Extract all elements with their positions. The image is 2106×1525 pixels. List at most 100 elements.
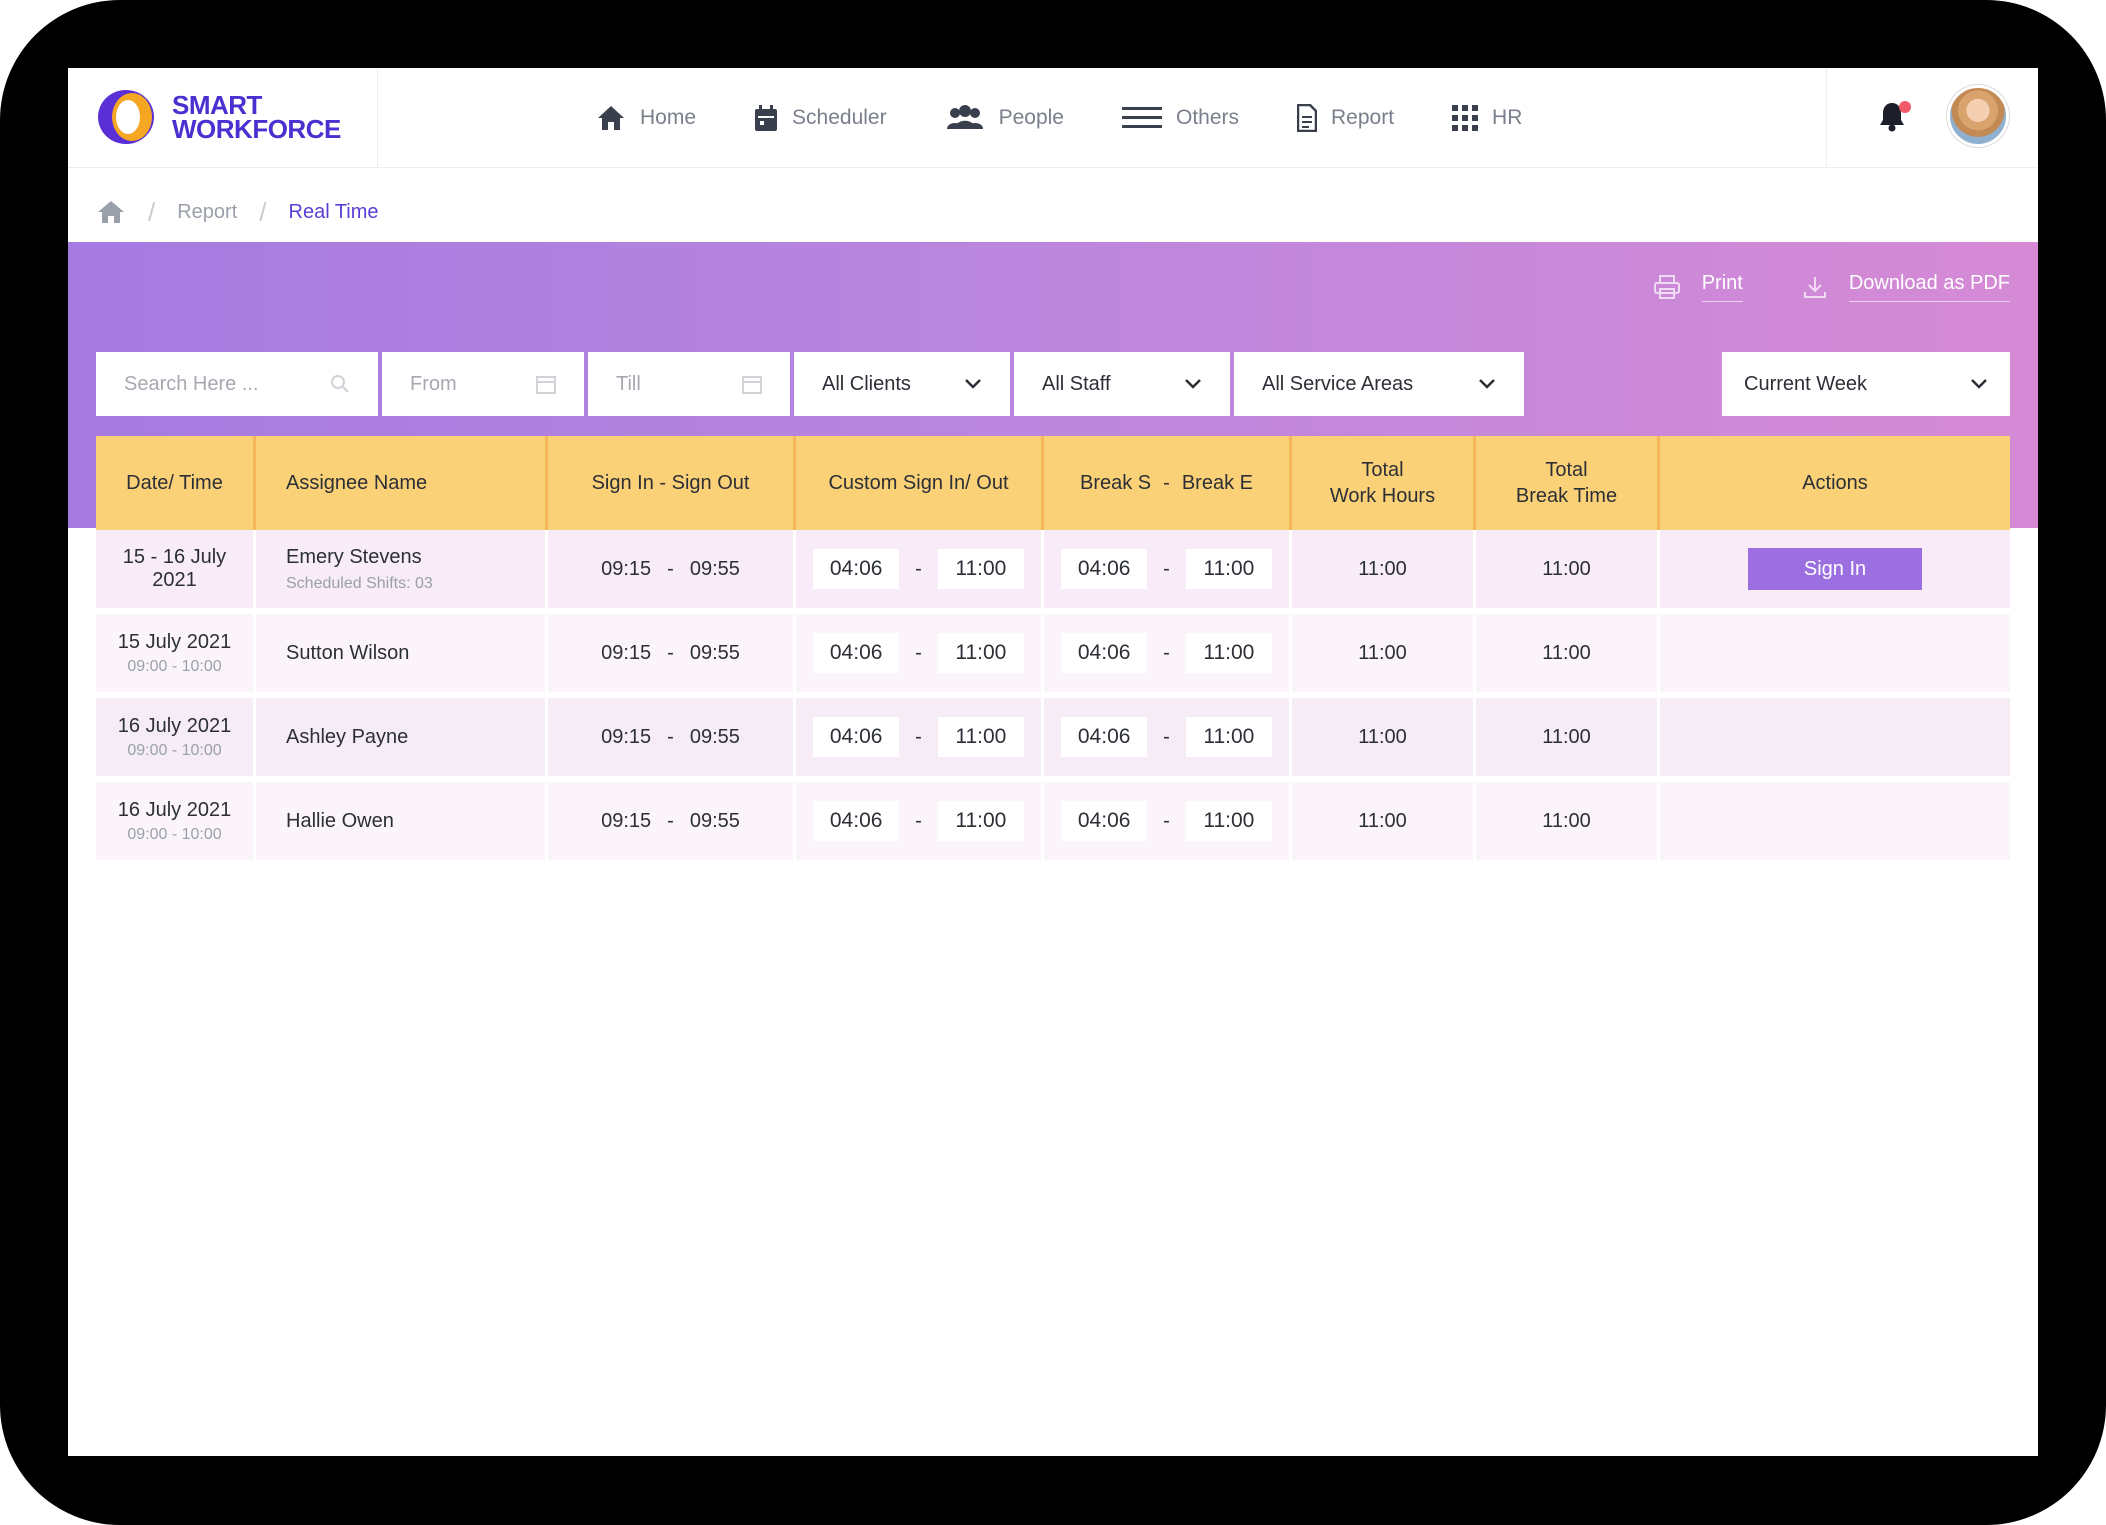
break-start-input[interactable]: 04:06	[1061, 549, 1148, 589]
cell-date: 15 - 16 July 2021	[96, 530, 256, 608]
clients-select[interactable]: All Clients	[794, 352, 1010, 416]
break-end-input[interactable]: 11:00	[1185, 549, 1272, 589]
brand-logo-icon	[98, 90, 154, 144]
cell-custom: 04:06 - 11:00	[796, 698, 1044, 776]
cell-date: 15 July 2021 09:00 - 10:00	[96, 614, 256, 692]
chevron-down-icon	[1185, 379, 1201, 389]
table-header: Date/ Time Assignee Name Sign In - Sign …	[96, 436, 2010, 530]
people-icon	[946, 105, 983, 129]
nav-label: Others	[1175, 106, 1240, 129]
cell-assignee: Ashley Payne	[256, 698, 548, 776]
col-break-time: Total Break Time	[1476, 436, 1660, 530]
break-start-input[interactable]: 04:06	[1061, 717, 1148, 757]
till-placeholder: Till	[616, 372, 641, 395]
cell-sign: 09:15 - 09:55	[548, 698, 796, 776]
brand-name[interactable]: SMART WORKFORCE	[172, 92, 341, 142]
col-actions-label: Actions	[1802, 472, 1868, 494]
date-line2: 09:00 - 10:00	[127, 657, 222, 675]
print-button[interactable]: Print	[1653, 272, 1743, 302]
custom-sign-in-input[interactable]: 04:06	[813, 549, 900, 589]
cell-break: 04:06 - 11:00	[1044, 614, 1292, 692]
col-work-line1: Total	[1361, 459, 1404, 481]
col-break-line1: Total	[1545, 459, 1588, 481]
col-sign-label: Sign In - Sign Out	[591, 472, 750, 494]
main-nav: Home Scheduler People Others Report HR	[596, 68, 1580, 168]
breadcrumb-separator: /	[148, 196, 156, 227]
staff-value: All Staff	[1042, 372, 1111, 395]
printer-icon	[1653, 275, 1680, 299]
bell-icon[interactable]	[1877, 100, 1907, 132]
assignee-name: Emery Stevens	[286, 545, 422, 568]
period-select[interactable]: Current Week	[1722, 352, 2010, 416]
total-break-time: 11:00	[1542, 557, 1591, 580]
cell-assignee: Hallie Owen	[256, 782, 548, 860]
cell-sign: 09:15 - 09:55	[548, 782, 796, 860]
nav-label: People	[998, 106, 1064, 129]
custom-sign-out-input[interactable]: 11:00	[937, 633, 1024, 673]
dash: -	[1163, 725, 1170, 748]
nav-item-hr[interactable]: HR	[1452, 105, 1522, 131]
custom-sign-in-input[interactable]: 04:06	[813, 801, 900, 841]
break-start-input[interactable]: 04:06	[1061, 633, 1148, 673]
col-break-s-label: Break S	[1080, 472, 1152, 494]
custom-sign-in-input[interactable]: 04:06	[813, 633, 900, 673]
break-start-input[interactable]: 04:06	[1061, 801, 1148, 841]
till-date-field[interactable]: Till	[588, 352, 790, 416]
col-date-label: Date/ Time	[126, 472, 223, 494]
sign-out-time: 09:55	[689, 557, 740, 580]
total-break-time: 11:00	[1542, 809, 1591, 832]
nav-item-home[interactable]: Home	[596, 104, 696, 132]
custom-sign-out-input[interactable]: 11:00	[937, 549, 1024, 589]
assignee-name: Sutton Wilson	[286, 641, 410, 664]
period-value: Current Week	[1744, 372, 1868, 395]
custom-sign-out-input[interactable]: 11:00	[937, 717, 1024, 757]
home-icon[interactable]	[96, 199, 126, 225]
sign-in-button[interactable]: Sign In	[1748, 548, 1922, 590]
break-end-input[interactable]: 11:00	[1185, 717, 1272, 757]
download-pdf-button[interactable]: Download as PDF	[1803, 272, 2010, 302]
total-work-hours: 11:00	[1358, 641, 1407, 664]
calendar-icon	[536, 376, 556, 394]
cell-custom: 04:06 - 11:00	[796, 530, 1044, 608]
cell-work-hours: 11:00	[1292, 614, 1476, 692]
assignee-name: Ashley Payne	[286, 725, 409, 748]
dash: -	[1163, 809, 1170, 832]
cell-break-time: 11:00	[1476, 698, 1660, 776]
col-assignee: Assignee Name	[256, 436, 548, 530]
break-end-input[interactable]: 11:00	[1185, 633, 1272, 673]
break-end-input[interactable]: 11:00	[1185, 801, 1272, 841]
nav-item-scheduler[interactable]: Scheduler	[754, 104, 887, 132]
nav-item-people[interactable]: People	[945, 105, 1064, 131]
nav-item-report[interactable]: Report	[1297, 104, 1394, 132]
table-row: 15 July 2021 09:00 - 10:00 Sutton Wilson…	[96, 614, 2010, 692]
dash: -	[1163, 557, 1170, 580]
chevron-down-icon	[965, 379, 981, 389]
col-actions: Actions	[1660, 436, 2010, 530]
chevron-down-icon	[1971, 379, 1987, 389]
staff-select[interactable]: All Staff	[1014, 352, 1230, 416]
avatar[interactable]	[1947, 85, 2009, 147]
cell-actions	[1660, 782, 2010, 860]
custom-sign-out-input[interactable]: 11:00	[937, 801, 1024, 841]
search-input[interactable]: Search Here ...	[96, 352, 378, 416]
service-areas-select[interactable]: All Service Areas	[1234, 352, 1524, 416]
cell-actions	[1660, 614, 2010, 692]
calendar-icon	[742, 376, 762, 394]
breadcrumb-report[interactable]: Report	[177, 200, 238, 223]
from-date-field[interactable]: From	[382, 352, 584, 416]
date-line2: 09:00 - 10:00	[127, 825, 222, 843]
assignee-name: Hallie Owen	[286, 809, 394, 832]
cell-sign: 09:15 - 09:55	[548, 530, 796, 608]
document-icon	[1297, 104, 1318, 132]
table-body: 15 - 16 July 2021 Emery Stevens Schedule…	[96, 530, 2010, 860]
col-date: Date/ Time	[96, 436, 256, 530]
custom-sign-in-input[interactable]: 04:06	[813, 717, 900, 757]
table-row: 15 - 16 July 2021 Emery Stevens Schedule…	[96, 530, 2010, 608]
nav-item-others[interactable]: Others	[1121, 106, 1240, 130]
cell-break: 04:06 - 11:00	[1044, 698, 1292, 776]
grid-icon	[1452, 105, 1479, 131]
cell-assignee: Emery Stevens Scheduled Shifts: 03	[256, 530, 548, 608]
calendar-icon	[755, 105, 778, 131]
date-line1: 16 July 2021	[117, 714, 232, 737]
cell-assignee: Sutton Wilson	[256, 614, 548, 692]
